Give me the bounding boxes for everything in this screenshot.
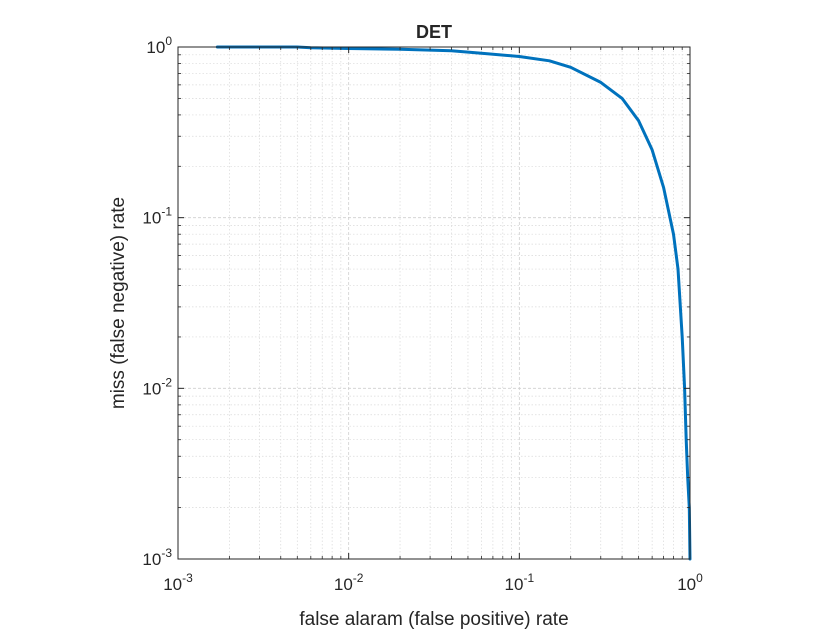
y-tick-label: 10-1 <box>142 205 172 228</box>
det-series-line-1 <box>215 45 692 561</box>
tick-labels: 10-3 10-2 10-1 100 10-3 10-2 10-1 100 <box>142 34 703 594</box>
x-tick-label: 10-3 <box>163 571 193 594</box>
y-axis-label: miss (false negative) rate <box>108 197 129 409</box>
x-tick-label: 10-2 <box>334 571 364 594</box>
x-axis-label: false alaram (false positive) rate <box>299 609 568 630</box>
y-tick-label: 10-2 <box>142 375 172 398</box>
x-tick-label: 100 <box>677 571 703 594</box>
chart-title: DET <box>416 22 452 42</box>
axes-box <box>177 46 691 560</box>
plot-area <box>178 47 690 559</box>
y-tick-label: 10-3 <box>142 546 172 569</box>
y-tick-label: 100 <box>146 34 172 57</box>
x-tick-label: 10-1 <box>505 571 535 594</box>
tick-marks <box>177 46 691 560</box>
data-layer <box>215 45 692 561</box>
